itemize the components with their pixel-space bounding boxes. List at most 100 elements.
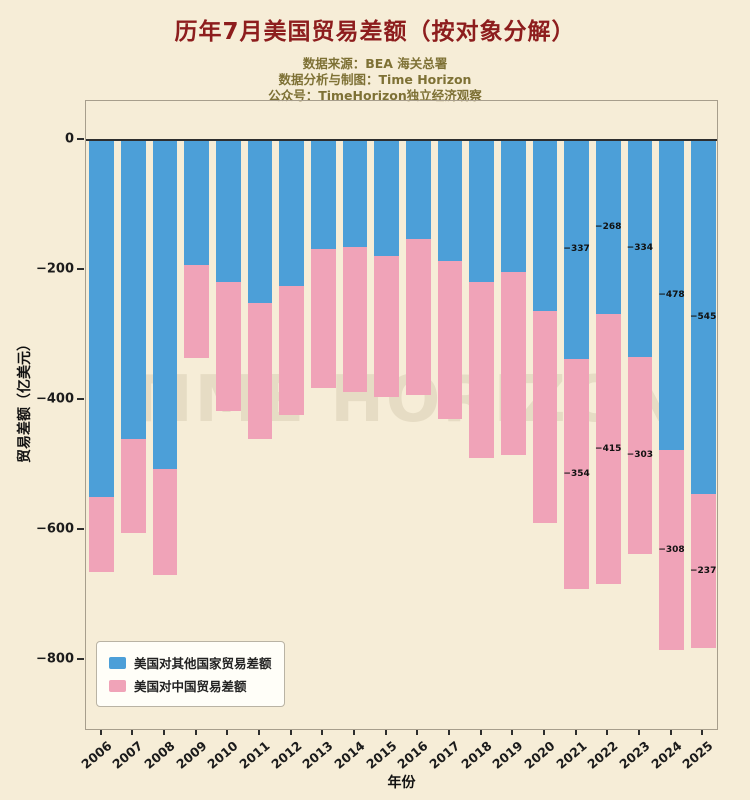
x-tick-label: 2008 — [141, 738, 178, 772]
bar-segment-china — [595, 314, 621, 584]
x-tick-label: 2007 — [109, 738, 147, 772]
bar-segment-china — [342, 247, 368, 392]
legend-label: 美国对中国贸易差额 — [134, 679, 247, 694]
x-tick-mark — [479, 730, 482, 735]
x-tick-label: 2017 — [426, 738, 463, 772]
y-tick-mark — [77, 397, 84, 400]
x-tick-mark — [131, 730, 134, 735]
x-tick-label: 2006 — [78, 738, 115, 772]
bar-segment-other-countries — [437, 139, 463, 262]
bar-segment-other-countries — [311, 139, 336, 250]
legend: 美国对其他国家贸易差额 美国对中国贸易差额 — [96, 641, 285, 707]
bar-segment-china — [311, 249, 336, 389]
x-tick-label: 2009 — [173, 738, 210, 772]
bar-segment-other-countries — [121, 139, 146, 439]
zero-baseline — [86, 138, 717, 141]
y-tick-mark — [77, 527, 84, 530]
bar-segment-other-countries — [500, 139, 526, 273]
bar-segment-china — [405, 239, 431, 396]
x-tick-mark — [511, 730, 514, 735]
bar-segment-china — [469, 281, 494, 458]
x-tick-label: 2012 — [268, 738, 305, 772]
bar-value-label: −303 — [626, 450, 654, 461]
bar-segment-other-countries — [690, 139, 716, 494]
x-tick-label: 2018 — [457, 738, 495, 772]
bar-segment-china — [279, 286, 305, 415]
y-tick-mark — [77, 267, 84, 270]
x-tick-label: 2023 — [616, 738, 653, 772]
x-tick-label: 2022 — [584, 738, 621, 772]
bar-segment-other-countries — [469, 139, 494, 282]
x-tick-label: 2016 — [394, 738, 431, 772]
x-tick-mark — [701, 730, 704, 735]
legend-item-other: 美国对其他国家贸易差额 — [109, 653, 272, 672]
bar-value-label: −478 — [658, 290, 685, 301]
chart-title: 历年7月美国贸易差额（按对象分解） — [174, 19, 576, 45]
bar-segment-other-countries — [89, 139, 115, 498]
bar-segment-other-countries — [184, 139, 210, 266]
bar-segment-other-countries — [247, 139, 273, 303]
bar-value-label: −268 — [595, 222, 622, 232]
legend-item-china: 美国对中国贸易差额 — [109, 676, 272, 695]
x-tick-label: 2024 — [647, 738, 685, 772]
bar-segment-other-countries — [405, 139, 431, 240]
bar-segment-other-countries — [564, 139, 589, 359]
bar-segment-china — [500, 272, 526, 455]
x-tick-label: 2013 — [299, 738, 337, 772]
x-tick-mark — [447, 730, 450, 735]
x-tick-mark — [353, 730, 356, 735]
bar-segment-other-countries — [374, 139, 399, 256]
x-tick-mark — [163, 730, 166, 735]
x-axis-label: 年份 — [387, 775, 416, 791]
bar-segment-china — [690, 493, 716, 648]
x-tick-mark — [542, 730, 545, 735]
legend-label: 美国对其他国家贸易差额 — [134, 656, 272, 671]
x-tick-mark — [574, 730, 577, 735]
x-tick-mark — [321, 730, 324, 735]
x-tick-mark — [416, 730, 419, 735]
x-tick-label: 2021 — [552, 738, 590, 772]
y-tick-label: −600 — [35, 521, 74, 537]
x-tick-mark — [194, 730, 197, 735]
bar-segment-china — [532, 310, 558, 523]
bar-segment-other-countries — [152, 139, 178, 469]
x-tick-mark — [637, 730, 640, 735]
y-tick-label: −800 — [35, 651, 74, 667]
x-tick-mark — [258, 730, 261, 735]
y-tick-mark — [77, 137, 84, 140]
bar-value-label: −237 — [690, 565, 717, 576]
y-tick-label: −400 — [35, 391, 74, 407]
bar-segment-china — [564, 358, 589, 589]
bar-segment-china — [216, 282, 241, 412]
bar-segment-other-countries — [532, 139, 558, 311]
watermark: TIME HORIZON — [123, 363, 680, 437]
bar-segment-china — [627, 356, 653, 554]
x-tick-label: 2010 — [204, 738, 242, 772]
bar-segment-china — [121, 438, 146, 533]
bar-segment-china — [247, 302, 273, 439]
bar-value-label: −545 — [690, 311, 717, 322]
bar-segment-other-countries — [216, 139, 241, 283]
legend-swatch — [109, 656, 126, 669]
y-tick-label: 0 — [64, 131, 74, 147]
y-tick-label: −200 — [35, 261, 74, 277]
bar-segment-china — [152, 468, 178, 576]
bar-segment-other-countries — [342, 139, 368, 248]
x-tick-mark — [384, 730, 387, 735]
x-tick-mark — [606, 730, 609, 735]
bar-segment-china — [89, 497, 115, 572]
x-tick-label: 2025 — [679, 738, 716, 772]
x-tick-label: 2011 — [236, 738, 273, 772]
bar-value-label: −334 — [626, 243, 654, 254]
x-tick-label: 2019 — [489, 738, 526, 772]
bar-segment-china — [437, 261, 463, 420]
chart-subtitle-source: 数据来源：BEA 海关总署 — [302, 56, 448, 71]
bar-segment-other-countries — [659, 139, 684, 451]
bar-value-label: −308 — [658, 545, 685, 556]
x-tick-label: 2014 — [331, 738, 368, 772]
x-tick-mark — [289, 730, 292, 735]
bar-value-label: −337 — [563, 244, 590, 255]
x-tick-label: 2015 — [363, 738, 400, 772]
bar-segment-china — [659, 450, 684, 651]
